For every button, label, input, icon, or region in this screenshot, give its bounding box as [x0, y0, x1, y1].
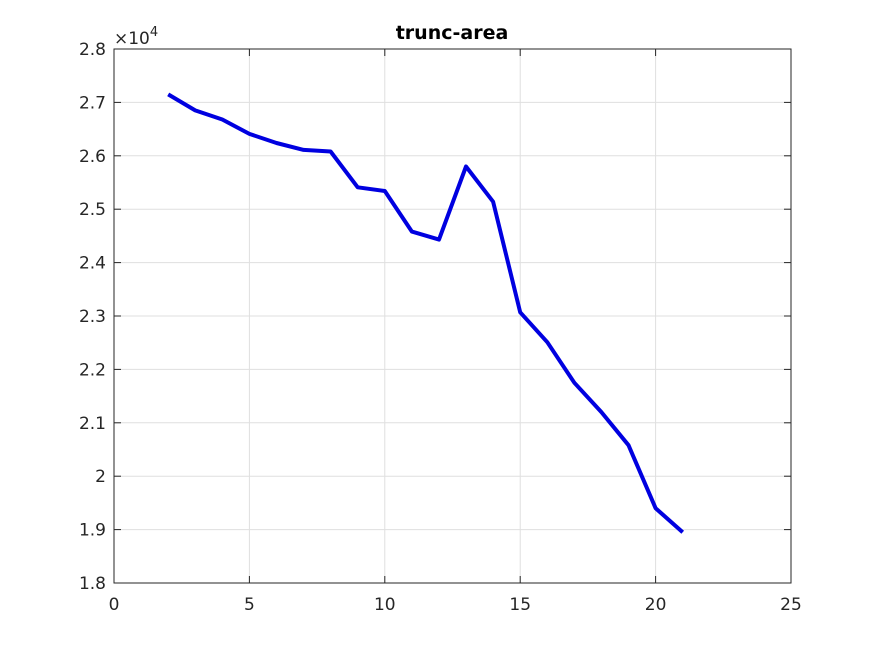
x-tick-label: 20 [645, 595, 667, 615]
y-tick-label: 2.7 [79, 93, 106, 113]
y-multiplier-exponent: 4 [150, 25, 158, 40]
x-tick-labels: 0 5 10 15 20 25 [109, 595, 802, 615]
x-tick-label: 15 [509, 595, 531, 615]
y-tick-label: 2.1 [79, 414, 106, 434]
series-layer [167, 92, 685, 534]
y-tick-label: 2.6 [79, 147, 106, 167]
y-tick-label: 2 [95, 467, 106, 487]
series-line [167, 92, 685, 534]
y-tick-label: 2.2 [79, 360, 106, 380]
chart-title: trunc-area [396, 22, 509, 44]
x-tick-label: 5 [244, 595, 255, 615]
y-tick-label: 2.3 [79, 307, 106, 327]
y-tick-label: 2.8 [79, 40, 106, 60]
y-tick-label: 2.4 [79, 254, 106, 274]
y-multiplier-base: ×10 [114, 29, 150, 49]
y-tick-labels: 1.8 1.9 2 2.1 2.2 2.3 2.4 2.5 2.6 2.7 2.8 [79, 40, 106, 594]
y-tick-label: 1.9 [79, 521, 106, 541]
y-axis-multiplier: ×104 [114, 25, 158, 49]
x-tick-label: 10 [374, 595, 396, 615]
x-tick-label: 25 [780, 595, 802, 615]
x-tick-label: 0 [109, 595, 120, 615]
y-tick-label: 2.5 [79, 200, 106, 220]
y-tick-label: 1.8 [79, 574, 106, 594]
ticks [113, 48, 792, 584]
